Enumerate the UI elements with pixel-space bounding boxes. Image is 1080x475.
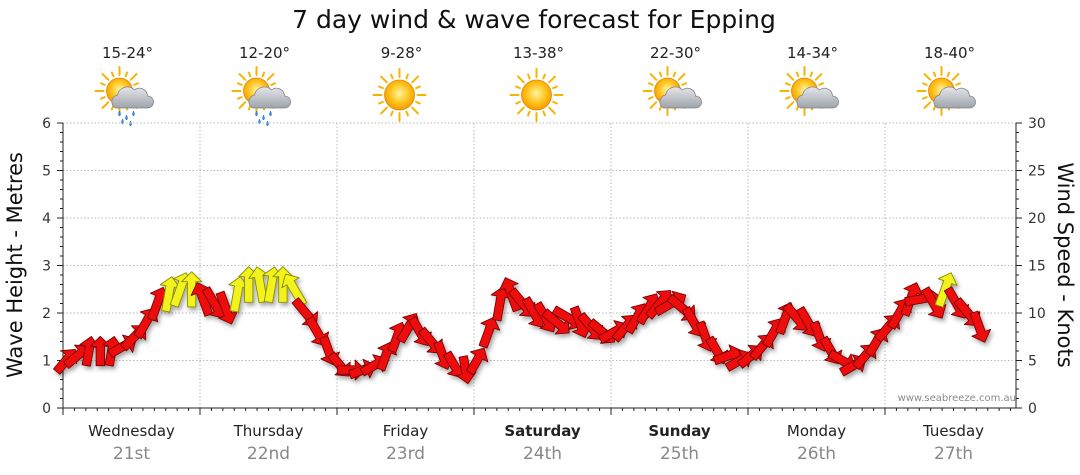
right-tick-label: 15 <box>1028 259 1046 275</box>
sun-cloud-rain-icon <box>231 66 291 127</box>
temperature-label: 22-30° <box>650 44 701 62</box>
wind-arrows <box>53 266 992 385</box>
wind-arrow <box>921 286 947 319</box>
right-tick-label: 25 <box>1028 164 1046 180</box>
chart-title: 7 day wind & wave forecast for Epping <box>292 5 776 34</box>
right-axis-title: Wind Speed - Knots <box>1053 162 1077 367</box>
temperature-label: 15-24° <box>102 44 153 62</box>
left-axis-title: Wave Height - Metres <box>3 152 27 378</box>
day-date-label: 25th <box>660 444 699 464</box>
left-tick-label: 1 <box>42 354 51 370</box>
day-date-label: 22nd <box>247 444 290 464</box>
temperature-label: 13-38° <box>513 44 564 62</box>
temperature-label: 9-28° <box>381 44 423 62</box>
sun-cloud-icon <box>916 66 976 116</box>
left-tick-label: 3 <box>42 259 51 275</box>
day-name-label: Wednesday <box>88 422 175 440</box>
wind-arrow <box>181 271 203 308</box>
day-date-label: 24th <box>523 444 562 464</box>
wind-arrow <box>465 347 489 376</box>
temperature-label: 14-34° <box>787 44 838 62</box>
temperature-label: 18-40° <box>924 44 975 62</box>
wind-arrow <box>969 310 992 343</box>
wind-arrow <box>478 316 501 349</box>
day-date-label: 26th <box>797 444 836 464</box>
day-date-label: 27th <box>934 444 973 464</box>
sun-cloud-icon <box>779 66 839 116</box>
day-name-label: Thursday <box>233 422 304 440</box>
sun-cloud-icon <box>642 66 702 116</box>
day-name-label: Monday <box>787 422 846 440</box>
watermark-text: www.seabreeze.com.au <box>898 393 1016 404</box>
right-tick-label: 20 <box>1028 211 1046 227</box>
left-tick-label: 5 <box>42 164 51 180</box>
weather-icons: 15-24° 12-20° 9-28° 13-38° 22-30° 14-34° 18-40… <box>94 44 976 127</box>
day-name-label: Friday <box>383 422 429 440</box>
right-tick-label: 30 <box>1028 116 1046 132</box>
day-name-label: Sunday <box>648 422 711 440</box>
sun-cloud-rain-icon <box>94 66 154 127</box>
right-tick-label: 5 <box>1028 354 1037 370</box>
temperature-label: 12-20° <box>239 44 290 62</box>
left-tick-label: 4 <box>42 211 51 227</box>
left-tick-label: 2 <box>42 306 51 322</box>
chart-axes: 0 1 2 3 4 5 6 0 5 10 15 20 25 30 Wednesday 21st Thursday… <box>42 116 1046 464</box>
plot-grid <box>63 122 1016 408</box>
day-name-label: Tuesday <box>922 422 984 440</box>
right-tick-label: 0 <box>1028 401 1037 417</box>
day-name-label: Saturday <box>504 422 581 440</box>
sun-icon <box>509 68 564 122</box>
right-tick-label: 10 <box>1028 306 1046 322</box>
day-date-label: 21st <box>113 444 150 464</box>
day-date-label: 23rd <box>386 444 425 464</box>
sun-icon <box>372 68 427 122</box>
left-tick-label: 0 <box>42 401 51 417</box>
left-tick-label: 6 <box>42 116 51 132</box>
